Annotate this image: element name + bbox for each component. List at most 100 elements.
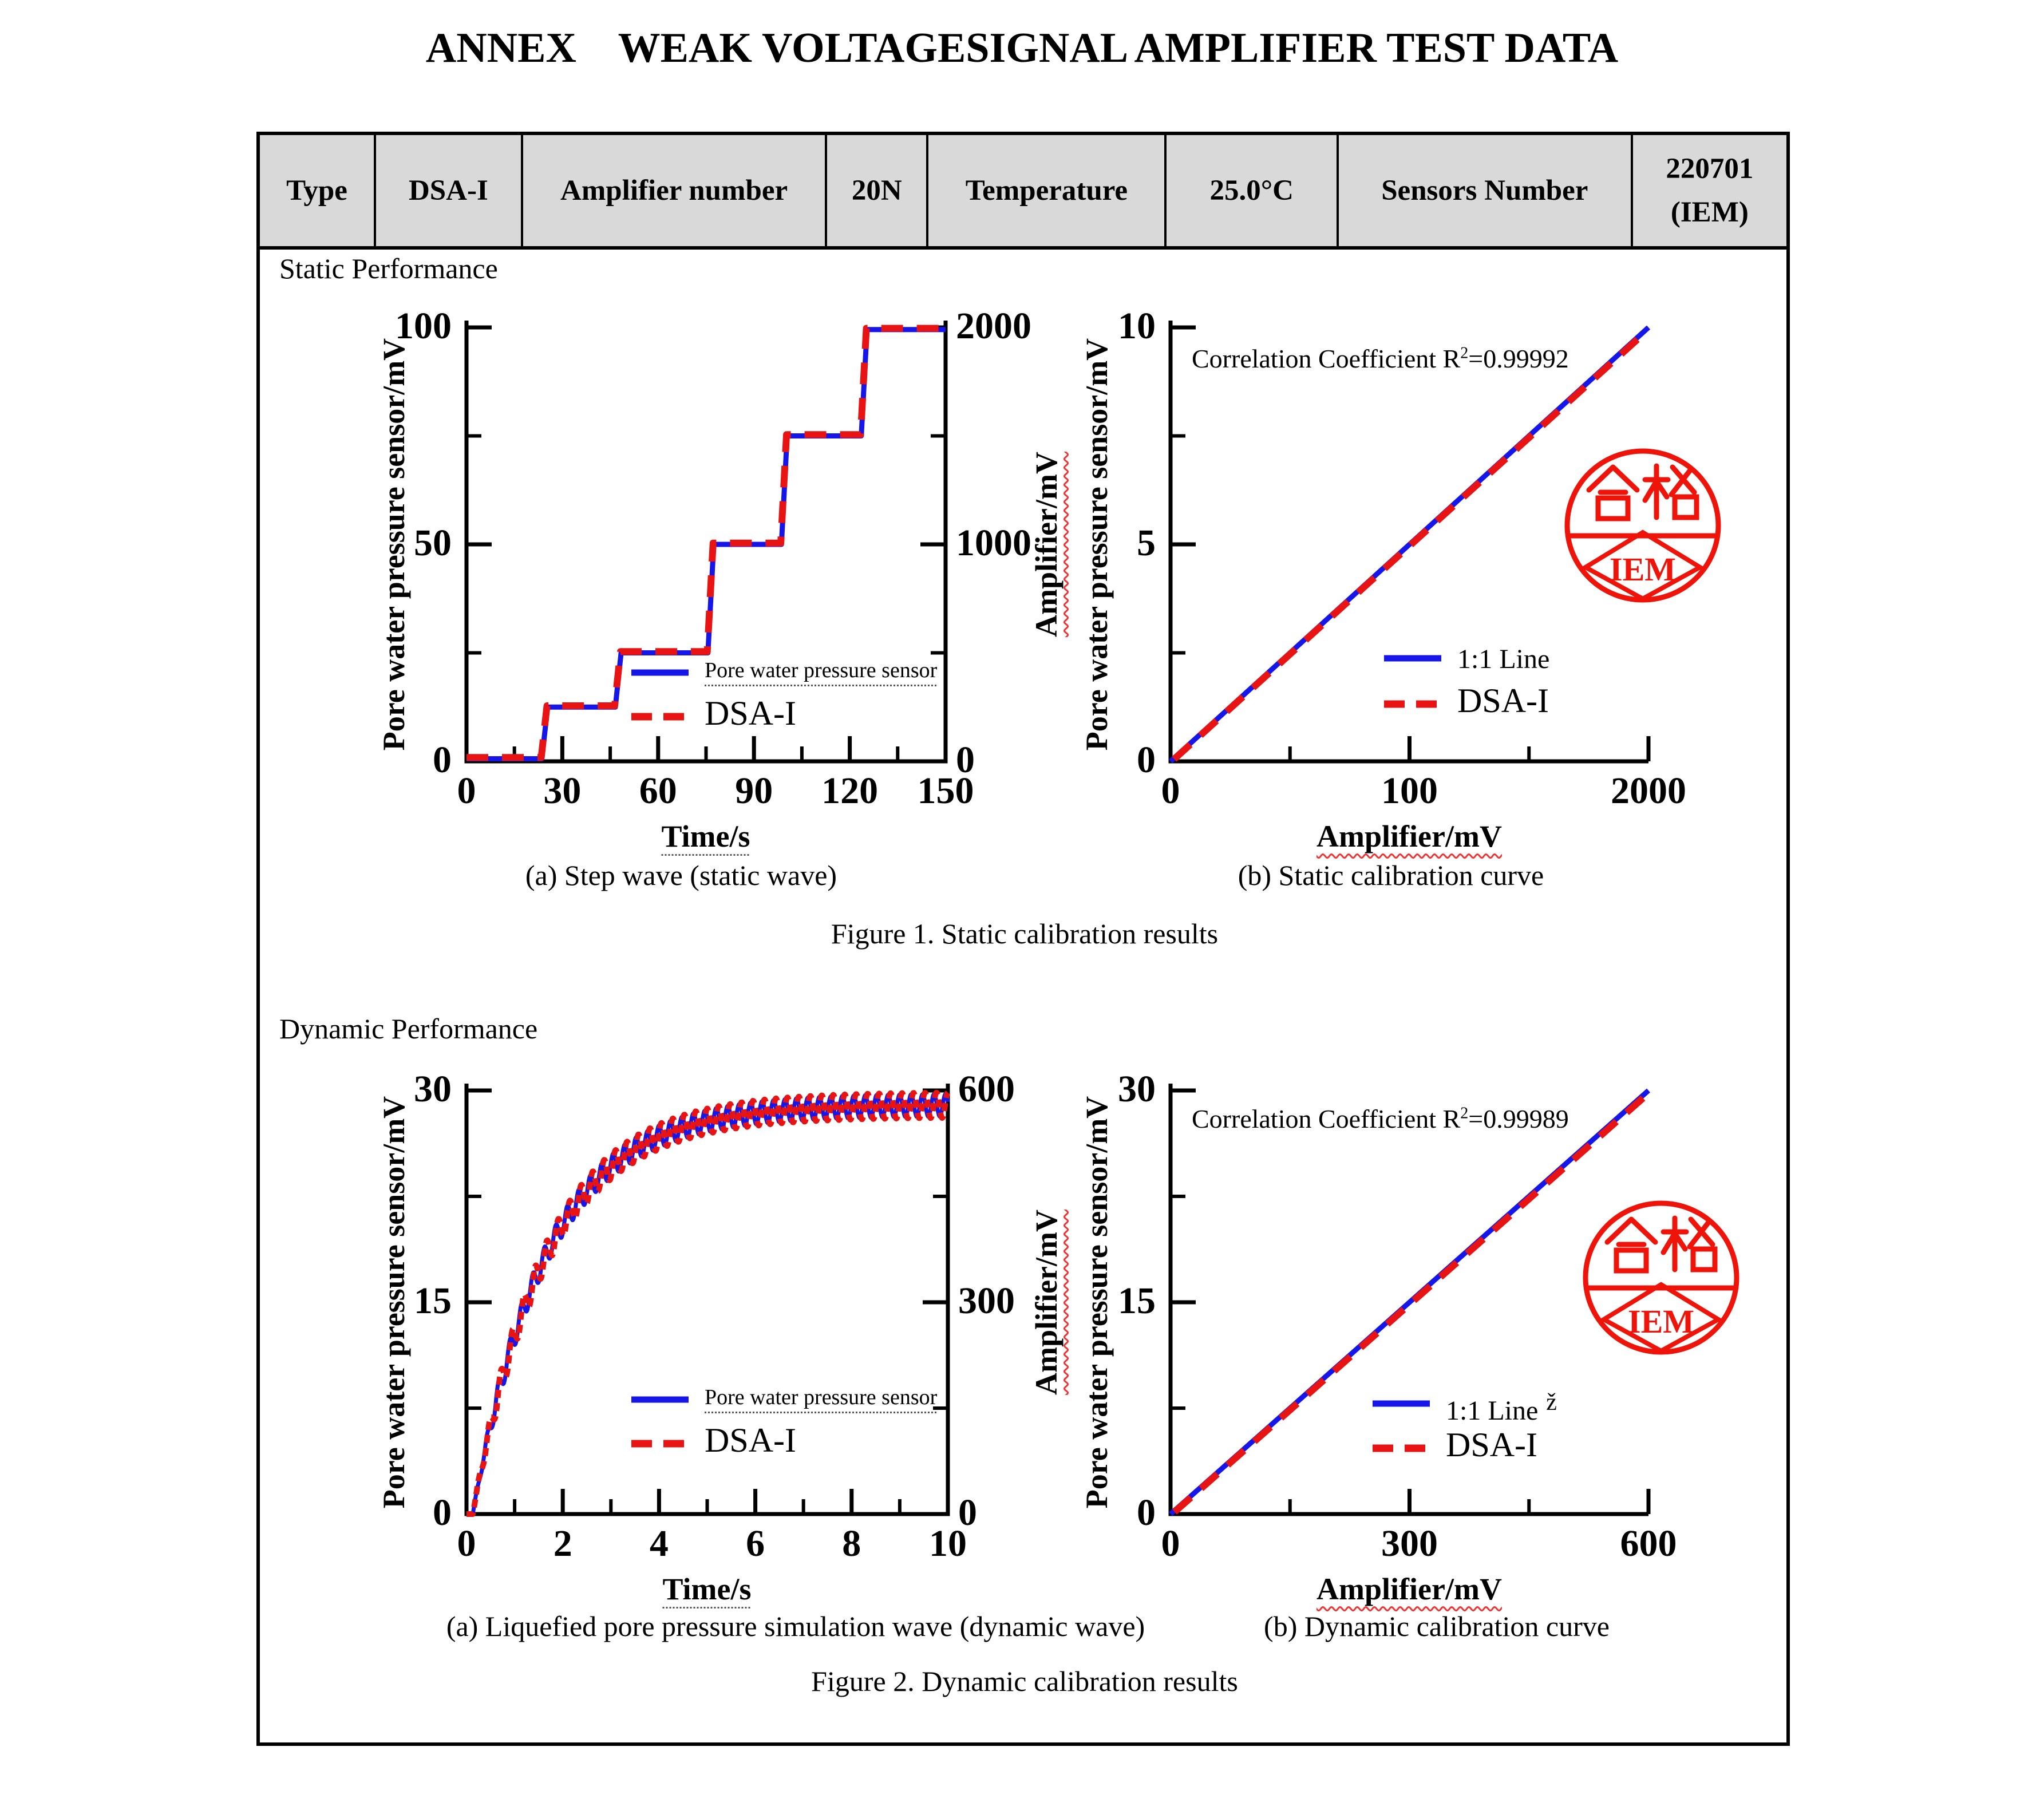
qualified-stamp-iem-text: IEM	[1610, 551, 1676, 588]
temperature-label: Temperature	[928, 135, 1167, 246]
temperature-value-text: 25.0°C	[1209, 174, 1294, 207]
fig1a-legend-label-sensor: Pore water pressure sensor	[705, 658, 937, 683]
stamp-pass-glyph-he	[1586, 464, 1640, 495]
fig2a-y-axis-title: Pore water pressure sensor/mV	[377, 1096, 411, 1509]
fig1b-y-tick-label: 5	[1137, 522, 1156, 564]
fig2b-legend-label-sensor: 1:1 Line ž	[1446, 1389, 1557, 1426]
temperature-value: 25.0°C	[1167, 135, 1339, 246]
fig2b-correlation-annotation: Correlation Coefficient R2=0.99989	[1192, 1104, 1569, 1134]
caption-fig1b: (b) Static calibration curve	[1238, 859, 1544, 891]
caption-fig2a: (a) Liquefied pore pressure simulation w…	[446, 1610, 1145, 1642]
type-label: Type	[260, 135, 376, 246]
fig2a-y2-tick-label: 0	[958, 1492, 977, 1534]
stamp-pass-glyph-he-box	[1595, 495, 1631, 521]
fig2a-legend-label-sensor: Pore water pressure sensor	[705, 1385, 937, 1410]
fig2a-legend-text: Pore water pressure sensor	[705, 1385, 938, 1409]
fig1a-y-tick-label: 50	[414, 522, 452, 564]
fig1b-legend-text: 1:1 Line	[1457, 644, 1550, 674]
caption-fig1a: (a) Step wave (static wave)	[525, 859, 837, 891]
fig1b-x-tick-label: 0	[1161, 770, 1180, 812]
fig1a-x-tick-label: 150	[917, 770, 974, 812]
page-title: ANNEX WEAK VOLTAGESIGNAL AMPLIFIER TEST …	[425, 25, 1619, 72]
fig1a-x-tick-label: 60	[639, 770, 677, 812]
amplifier-number-label: Amplifier number	[523, 135, 828, 246]
fig1b-y-tick-label: 0	[1137, 739, 1156, 781]
fig2a-legend-text: DSA-I	[705, 1421, 796, 1459]
annotation-superscript: 2	[1460, 344, 1469, 362]
stamp-pass-glyph-ge	[1642, 463, 1697, 520]
fig1b-y-axis-title: Pore water pressure sensor/mV	[1080, 338, 1114, 751]
temperature-label-text: Temperature	[965, 174, 1128, 207]
fig2b-y-tick-label: 15	[1118, 1280, 1156, 1322]
sensors-number-value-line2: (IEM)	[1670, 196, 1749, 228]
stamp-pass-glyph-ge-box	[1690, 1246, 1718, 1272]
qualified-stamp-iem-text: IEM	[1628, 1303, 1694, 1340]
fig2a-x-tick-label: 6	[746, 1523, 765, 1564]
fig1a-y2-tick-label: 0	[956, 739, 975, 781]
fig1a-x-tick-label: 30	[543, 770, 582, 812]
fig2a-y2-tick-label: 600	[958, 1068, 1015, 1110]
annotation-suffix: =0.99992	[1468, 344, 1569, 373]
type-label-text: Type	[286, 174, 347, 207]
qualified-stamp-diamond	[1581, 529, 1705, 602]
fig2a-x-tick-label: 8	[842, 1523, 861, 1564]
sensors-number-label-text: Sensors Number	[1381, 174, 1588, 207]
fig2a-x-tick-label: 0	[457, 1523, 476, 1564]
fig2b-y-tick-label: 0	[1137, 1492, 1156, 1534]
fig1b-correlation-annotation: Correlation Coefficient R2=0.99992	[1192, 343, 1569, 374]
section-heading-static: Static Performance	[279, 252, 498, 284]
type-value: DSA-I	[376, 135, 523, 246]
fig2a-y-tick-label: 30	[414, 1068, 452, 1110]
sensors-number-label: Sensors Number	[1339, 135, 1633, 246]
annotation-prefix: Correlation Coefficient R	[1192, 344, 1461, 373]
fig2a-y-tick-label: 15	[414, 1280, 452, 1322]
fig2a-x-tick-label: 10	[929, 1523, 967, 1564]
annotation-suffix: =0.99989	[1468, 1104, 1569, 1133]
qualified-stamp-diamond	[1599, 1282, 1723, 1354]
annotation-prefix: Correlation Coefficient R	[1192, 1104, 1461, 1133]
fig2b-x-tick-label: 0	[1161, 1523, 1180, 1564]
amplifier-number-value-text: 20N	[851, 174, 902, 207]
fig2b-series-sensor-line	[1169, 1088, 1650, 1516]
fig1a-legend-text: Pore water pressure sensor	[705, 658, 938, 682]
fig2b-y-axis-title: Pore water pressure sensor/mV	[1080, 1096, 1114, 1509]
fig1a-series-dsa-line	[466, 325, 943, 761]
stamp-pass-glyph-he	[1604, 1216, 1658, 1247]
fig1a-legend-label-dsa: DSA-I	[705, 694, 796, 733]
fig2b-x-tick-label: 300	[1381, 1523, 1438, 1564]
fig1a-y2-tick-label: 1000	[956, 522, 1031, 564]
info-table: Type DSA-I Amplifier number 20N Temperat…	[256, 132, 1790, 250]
stamp-pass-glyph-ge	[1660, 1215, 1715, 1272]
fig2a-series-dsa-line	[464, 1089, 951, 1517]
fig1b-legend-label-dsa: DSA-I	[1457, 681, 1549, 721]
fig1a-y2-tick-label: 2000	[956, 305, 1031, 347]
fig1a-x-tick-label: 0	[457, 770, 476, 812]
figure2-title: Figure 2. Dynamic calibration results	[811, 1665, 1238, 1697]
fig2a-x-tick-label: 2	[553, 1523, 572, 1564]
fig2a-x-tick-label: 4	[649, 1523, 669, 1564]
type-value-text: DSA-I	[408, 174, 488, 207]
fig1b-legend-label-sensor: 1:1 Line	[1457, 643, 1549, 675]
fig1a-legend-text: DSA-I	[705, 694, 796, 732]
fig1b-x-tick-label: 100	[1381, 770, 1438, 812]
fig2b-legend-text: DSA-I	[1446, 1426, 1537, 1464]
annotation-superscript: 2	[1460, 1104, 1469, 1123]
fig2b-y-tick-label: 30	[1118, 1068, 1156, 1110]
amplifier-number-label-text: Amplifier number	[560, 174, 788, 207]
section-heading-dynamic: Dynamic Performance	[279, 1013, 538, 1045]
fig1a-x-axis-title: Time/s	[661, 819, 750, 853]
caption-fig2b: (b) Dynamic calibration curve	[1264, 1610, 1610, 1642]
fig1a-x-tick-label: 120	[821, 770, 879, 812]
fig1a-y-tick-label: 100	[395, 305, 452, 347]
amplifier-number-value: 20N	[827, 135, 929, 246]
fig1b-x-tick-label: 2000	[1611, 770, 1686, 812]
fig1a-y-axis-title: Pore water pressure sensor/mV	[377, 338, 411, 751]
fig1b-x-axis-title: Amplifier/mV	[1316, 819, 1502, 853]
fig2b-legend-text: 1:1 Line	[1446, 1396, 1539, 1426]
fig1a-y-tick-label: 0	[433, 739, 452, 781]
fig1b-y-tick-label: 10	[1118, 305, 1156, 347]
fig2a-legend-label-dsa: DSA-I	[705, 1421, 796, 1460]
sensors-number-value-line1: 220701	[1666, 152, 1754, 185]
figure1-title: Figure 1. Static calibration results	[831, 918, 1219, 950]
